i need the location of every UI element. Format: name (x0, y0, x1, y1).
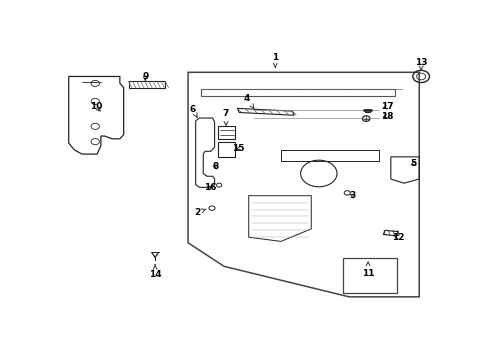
Text: 8: 8 (212, 162, 219, 171)
Text: 2: 2 (194, 208, 205, 217)
Text: 4: 4 (243, 94, 253, 108)
Text: 11: 11 (361, 262, 374, 278)
Text: 1: 1 (271, 53, 278, 67)
Text: 9: 9 (142, 72, 148, 81)
Text: 6: 6 (189, 105, 197, 117)
Text: 10: 10 (90, 103, 102, 112)
Text: 12: 12 (391, 233, 404, 242)
Text: 14: 14 (148, 265, 161, 279)
Text: 3: 3 (349, 191, 355, 200)
Text: 18: 18 (380, 112, 392, 121)
Text: 17: 17 (380, 103, 392, 112)
Text: 13: 13 (414, 58, 427, 70)
Text: 16: 16 (203, 183, 216, 192)
Text: 15: 15 (232, 144, 244, 153)
Text: 7: 7 (223, 109, 229, 125)
Text: 5: 5 (409, 159, 416, 168)
